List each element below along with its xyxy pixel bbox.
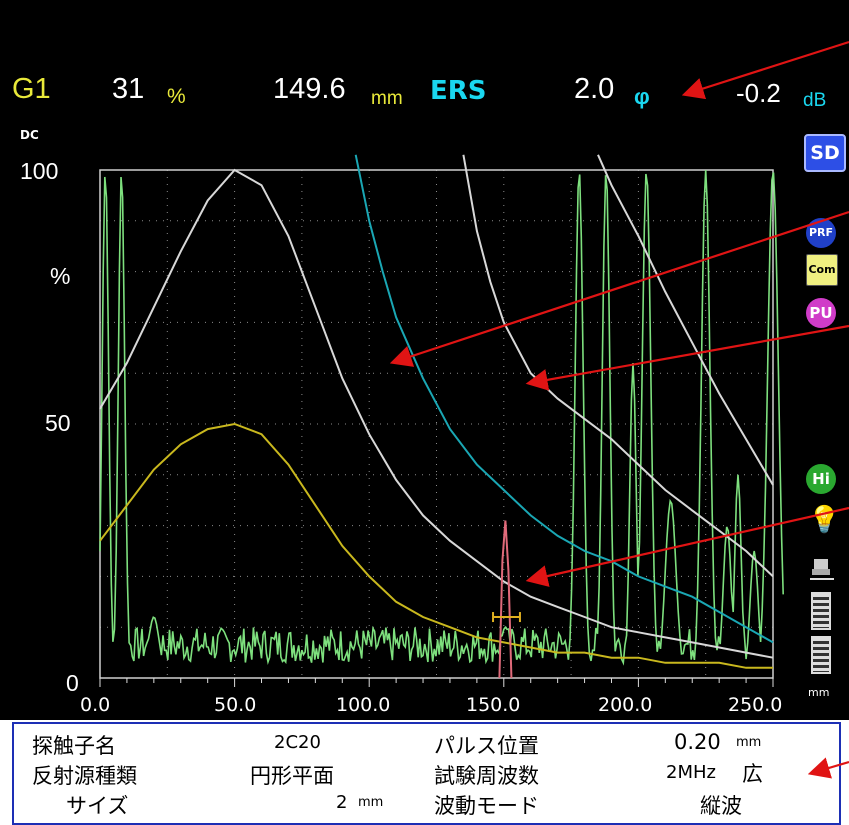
frequency-band: 広 bbox=[742, 762, 763, 786]
annotation-arrow bbox=[389, 210, 849, 367]
dgs-curve-2 bbox=[99, 422, 773, 669]
frequency-value: 2MHz bbox=[666, 762, 716, 783]
pulse-position-label: パルス位置 bbox=[434, 734, 539, 758]
y-tick-0: 0 bbox=[66, 670, 79, 696]
flaw-echo-peak bbox=[498, 520, 513, 679]
x-tick-50: 50.0 bbox=[214, 694, 257, 716]
dgs-curve-5 bbox=[597, 154, 774, 486]
annotation-arrow bbox=[525, 324, 849, 391]
pulse-position-unit: mm bbox=[736, 735, 762, 750]
size-value: 2 bbox=[336, 792, 348, 813]
hi-indicator[interactable]: Hi bbox=[806, 464, 836, 494]
beam-distance-value: 149.6 bbox=[273, 73, 346, 105]
size-label: サイズ bbox=[66, 794, 129, 818]
battery-1-icon bbox=[811, 592, 831, 630]
size-unit: mm bbox=[358, 795, 384, 810]
dgs-curve-1 bbox=[99, 168, 774, 659]
sd-card-badge[interactable]: SD bbox=[804, 134, 846, 172]
scope-screen: G1 31 % 149.6 mm ERS 2.0 φ -0.2 dB DC 10… bbox=[0, 0, 849, 720]
battery-2-icon bbox=[811, 636, 831, 674]
y-tick-100: 100 bbox=[20, 158, 59, 184]
dgs-curve-3 bbox=[354, 154, 774, 644]
dc-label: DC bbox=[20, 128, 39, 142]
beam-distance-unit: mm bbox=[371, 88, 403, 109]
annotation-arrow bbox=[807, 757, 849, 779]
x-tick-200: 200.0 bbox=[598, 694, 653, 716]
pulse-position-value: 0.20 bbox=[674, 730, 721, 754]
gate-amplitude-value: 31 bbox=[112, 73, 145, 105]
frequency-label: 試験周波数 bbox=[434, 764, 539, 788]
y-tick-50: 50 bbox=[45, 410, 71, 436]
probe-name-label: 探触子名 bbox=[32, 734, 116, 758]
probe-icon bbox=[810, 559, 834, 580]
probe-name-value: 2C20 bbox=[274, 732, 321, 753]
wave-mode-label: 波動モード bbox=[434, 794, 539, 818]
lightbulb-icon: 💡 bbox=[808, 505, 841, 535]
echo-trace bbox=[99, 169, 784, 666]
reflector-type-value: 円形平面 bbox=[250, 764, 334, 788]
wave-mode-value: 縦波 bbox=[700, 794, 742, 818]
x-unit-label: mm bbox=[808, 686, 830, 699]
gain-channel-label: G1 bbox=[12, 73, 51, 105]
x-tick-250: 250.0 bbox=[728, 694, 783, 716]
db-offset-unit: dB bbox=[803, 90, 827, 111]
reflector-size-unit: φ bbox=[634, 84, 650, 109]
evaluation-mode-label: ERS bbox=[430, 76, 487, 106]
pu-indicator[interactable]: PU bbox=[806, 298, 836, 328]
a-scan-plot bbox=[99, 154, 784, 687]
x-tick-100: 100.0 bbox=[336, 694, 391, 716]
gate-amplitude-unit: % bbox=[167, 85, 186, 108]
parameter-panel: 探触子名 2C20 反射源種類 円形平面 サイズ 2 mm パルス位置 0.20… bbox=[12, 722, 841, 825]
reflector-type-label: 反射源種類 bbox=[32, 764, 137, 788]
x-tick-0: 0.0 bbox=[80, 694, 111, 716]
prf-indicator[interactable]: PRF bbox=[806, 218, 836, 248]
y-unit-label: % bbox=[50, 263, 71, 289]
dgs-curve-4 bbox=[462, 154, 774, 578]
com-indicator[interactable]: Com bbox=[806, 254, 838, 286]
plot-frame bbox=[99, 169, 774, 679]
reflector-size-value: 2.0 bbox=[574, 73, 615, 105]
db-offset-value: -0.2 bbox=[736, 78, 781, 108]
annotation-arrow bbox=[681, 40, 849, 100]
x-tick-150: 150.0 bbox=[466, 694, 521, 716]
annotation-arrow bbox=[525, 506, 849, 587]
